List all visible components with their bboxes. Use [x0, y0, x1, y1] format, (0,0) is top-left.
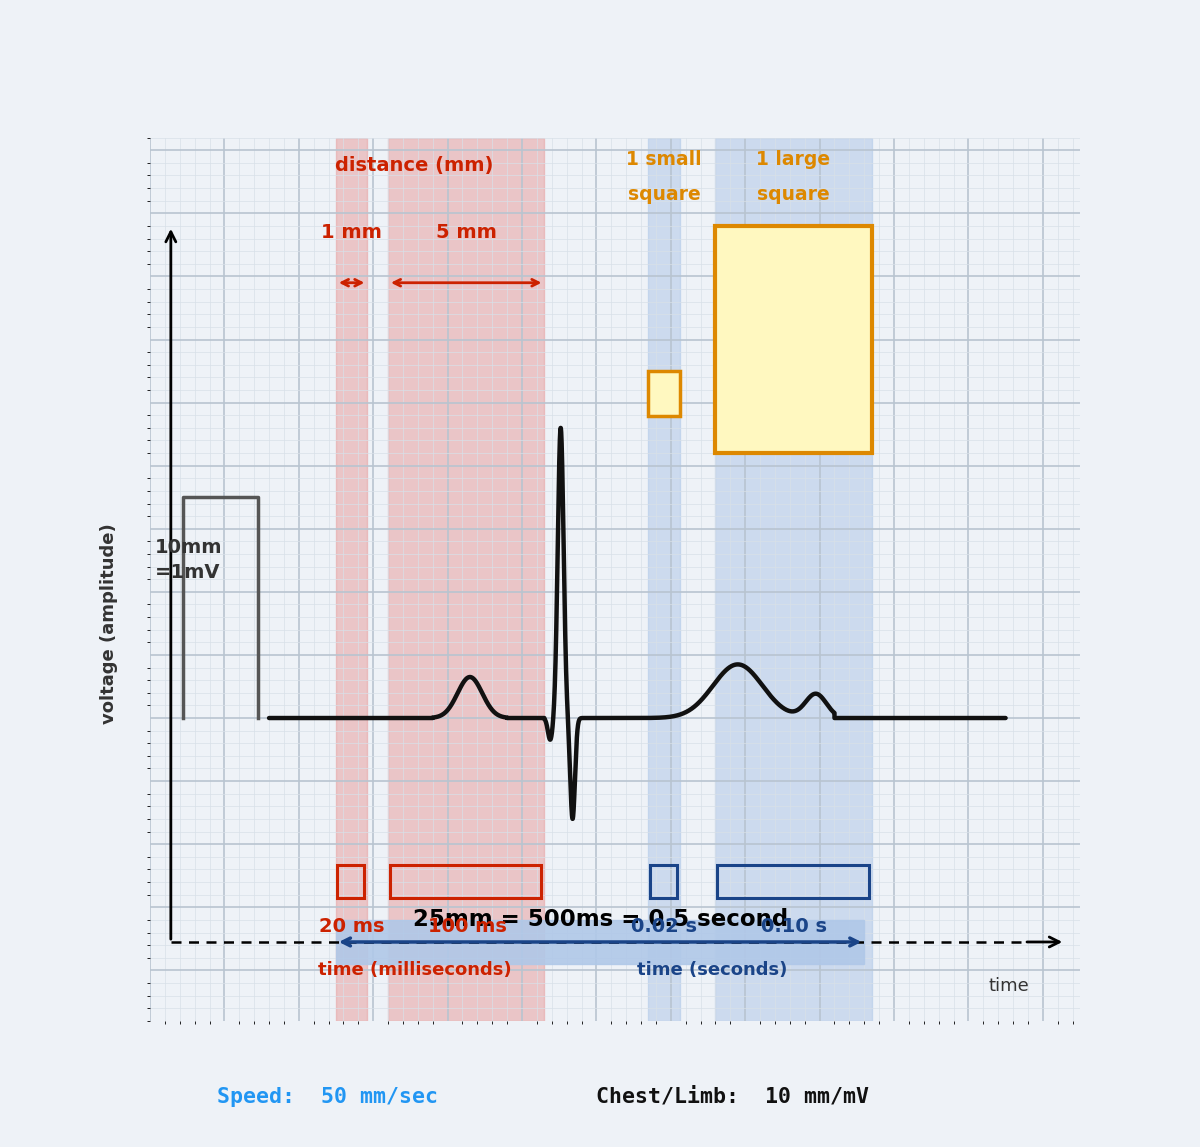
Bar	[337, 865, 365, 898]
Text: time (milliseconds): time (milliseconds)	[318, 961, 511, 978]
Bar	[388, 138, 545, 1021]
Text: distance (mm): distance (mm)	[335, 156, 493, 175]
Bar	[390, 865, 541, 898]
Bar	[336, 138, 367, 1021]
Text: voltage (amplitude): voltage (amplitude)	[100, 523, 118, 724]
Bar	[336, 920, 864, 963]
Text: 20 ms: 20 ms	[319, 916, 384, 936]
Text: 1 mm: 1 mm	[322, 223, 382, 242]
Text: 1 small: 1 small	[626, 150, 702, 170]
Bar	[650, 865, 677, 898]
Bar	[648, 370, 679, 416]
Bar	[648, 138, 679, 1021]
Text: 0.10 s: 0.10 s	[761, 916, 827, 936]
Text: time (seconds): time (seconds)	[637, 961, 787, 978]
Text: 5 mm: 5 mm	[436, 223, 497, 242]
Text: time: time	[989, 977, 1030, 994]
Text: Speed:  50 mm/sec: Speed: 50 mm/sec	[217, 1086, 438, 1107]
Text: square: square	[628, 185, 701, 204]
Text: Chest/Limb:  10 mm/mV: Chest/Limb: 10 mm/mV	[596, 1086, 870, 1107]
Bar	[715, 226, 871, 453]
Text: 1 large: 1 large	[756, 150, 830, 170]
Text: 100 ms: 100 ms	[428, 916, 508, 936]
Text: 25mm = 500ms = 0.5 second: 25mm = 500ms = 0.5 second	[413, 908, 787, 931]
Text: square: square	[757, 185, 830, 204]
Text: 0.02 s: 0.02 s	[631, 916, 697, 936]
Bar	[715, 138, 871, 1021]
Bar	[716, 865, 869, 898]
Text: 10mm
=1mV: 10mm =1mV	[155, 538, 222, 583]
